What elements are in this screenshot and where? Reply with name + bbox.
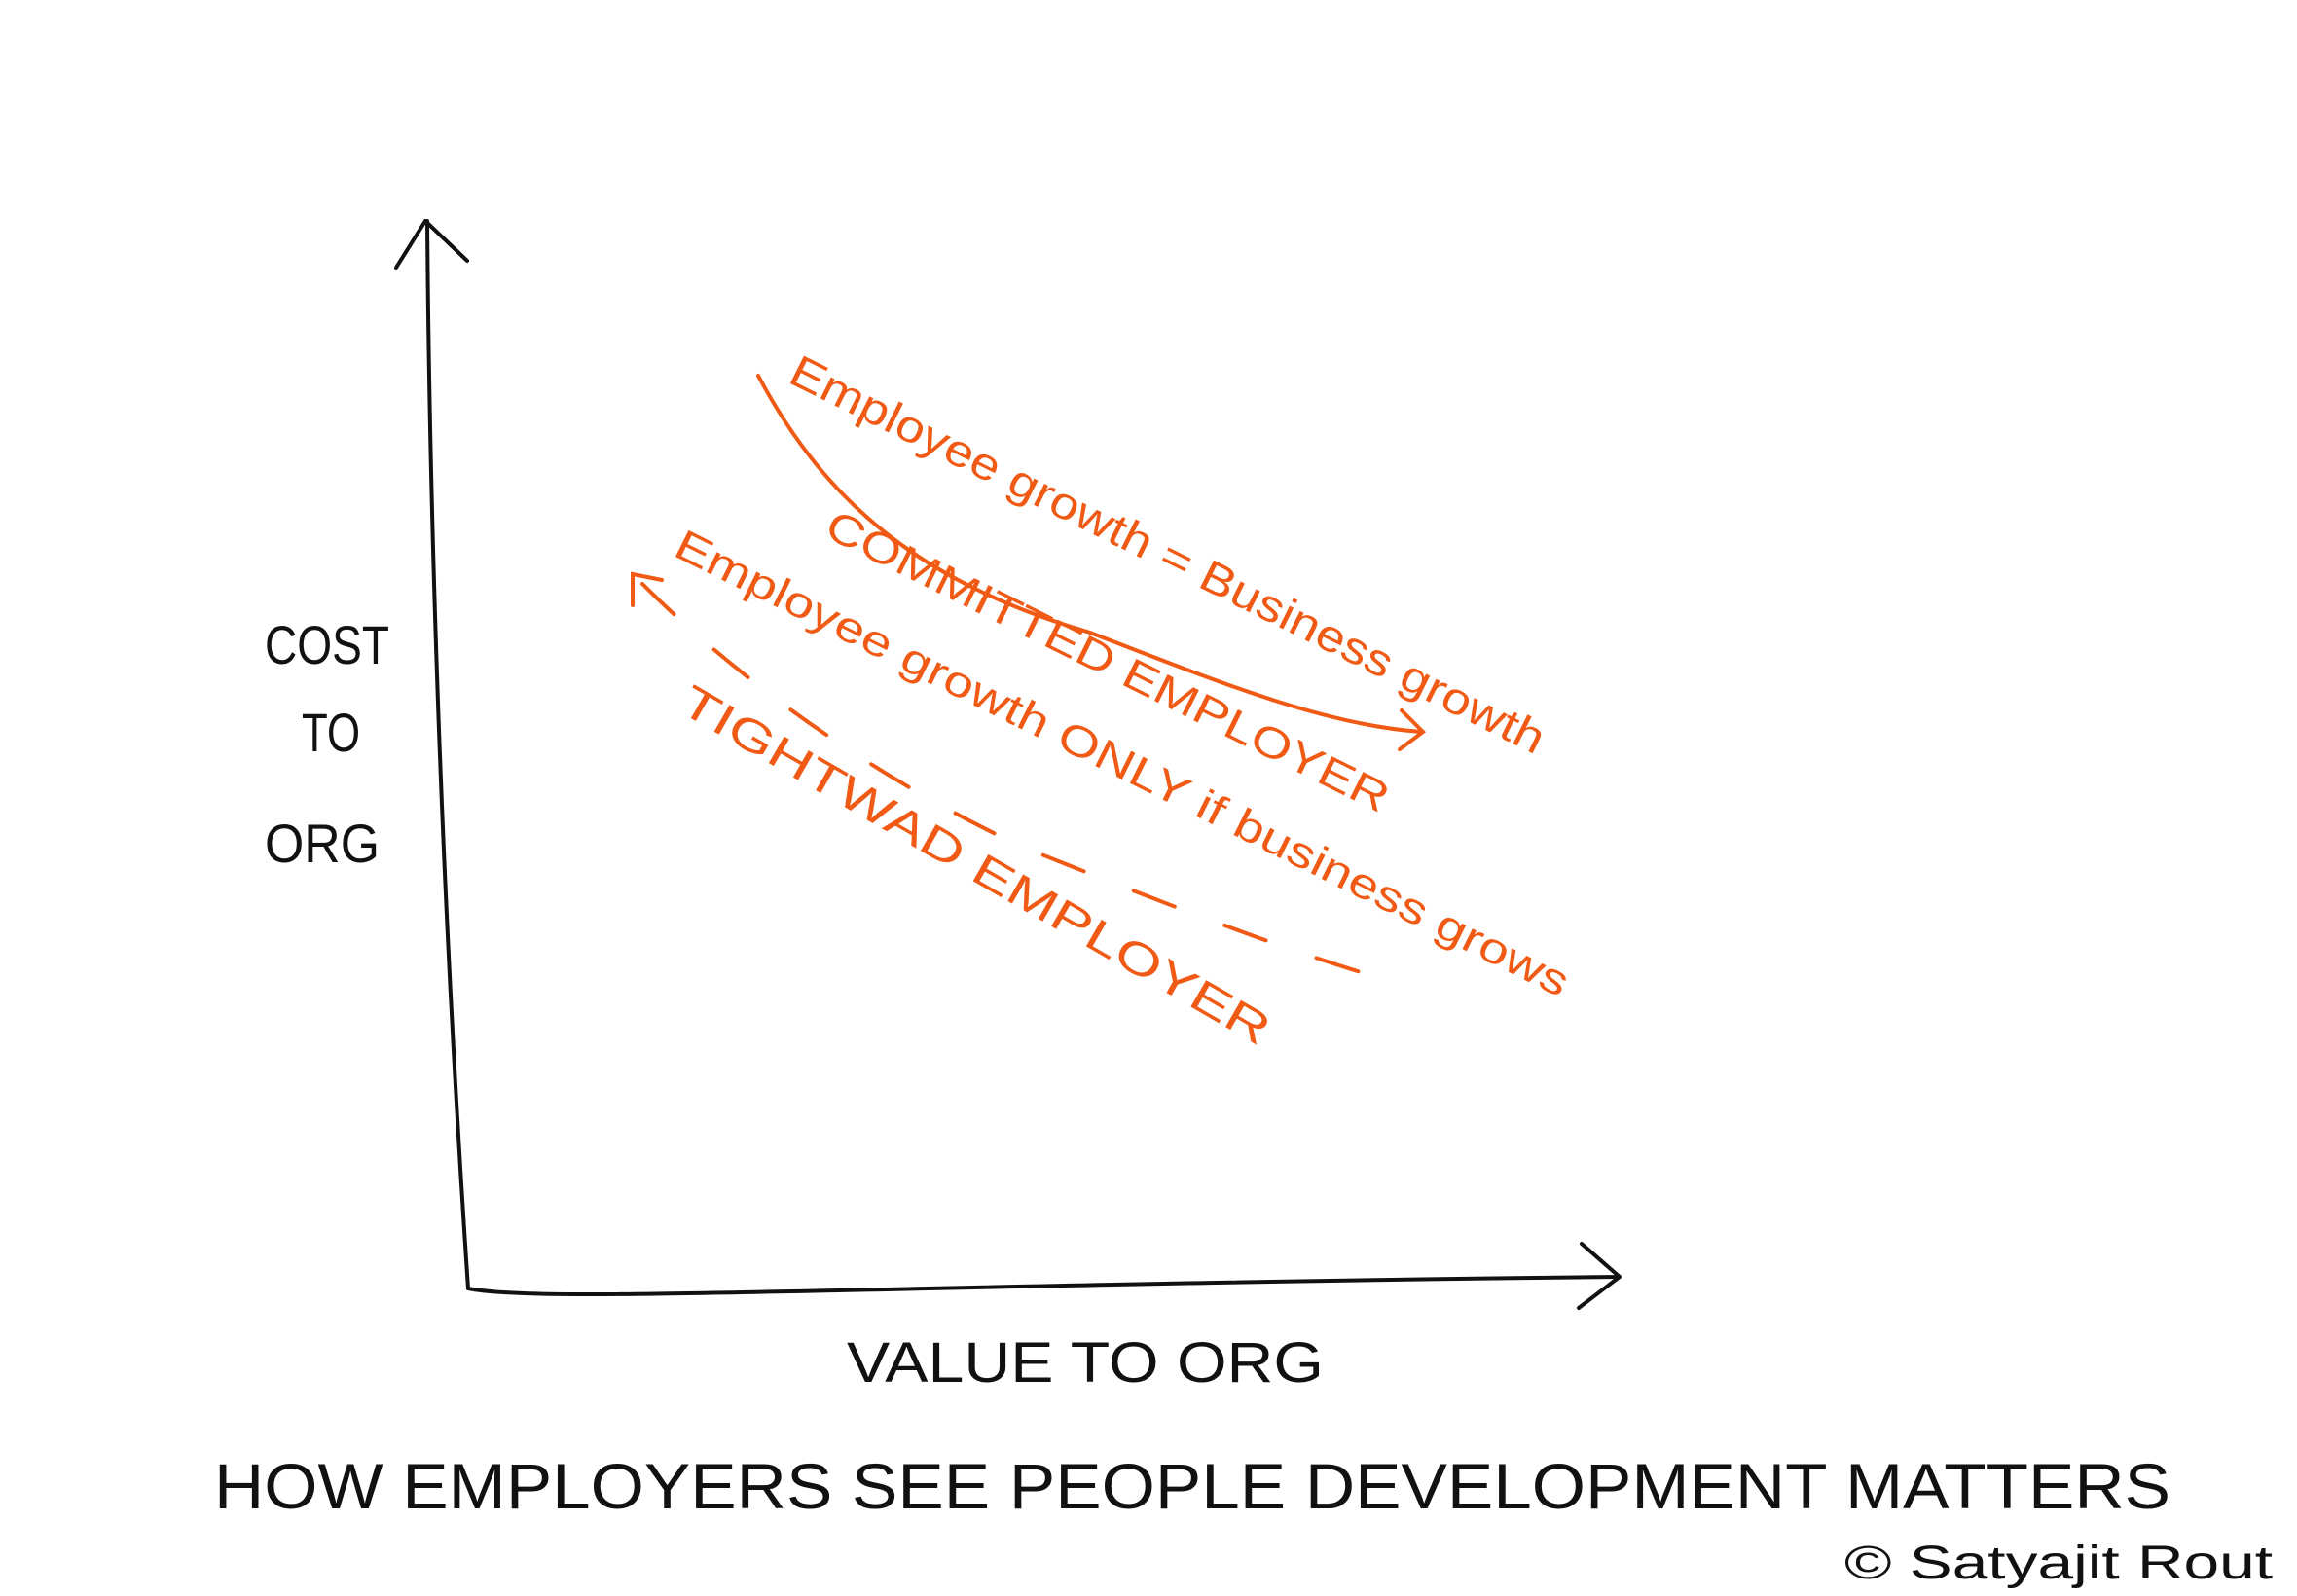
y-axis-label: ORG [265, 813, 380, 874]
committed-curve [756, 374, 1423, 734]
tightwad-curve [640, 582, 1386, 981]
x-axis-label: VALUE TO ORG [847, 1331, 1324, 1395]
tightwad-curve-arrow [631, 571, 664, 607]
x-axis [466, 1275, 1622, 1297]
y-axis-arrow [394, 219, 469, 270]
y-axis-label: TO [302, 702, 360, 763]
signature: © Satyajit Rout [1844, 1538, 2273, 1589]
committed-curve-arrow [1398, 708, 1427, 751]
x-axis-arrow [1577, 1242, 1622, 1310]
y-axis [425, 219, 470, 1290]
y-axis-label: COST [265, 614, 389, 675]
title: HOW EMPLOYERS SEE PEOPLE DEVELOPMENT MAT… [214, 1450, 2170, 1522]
